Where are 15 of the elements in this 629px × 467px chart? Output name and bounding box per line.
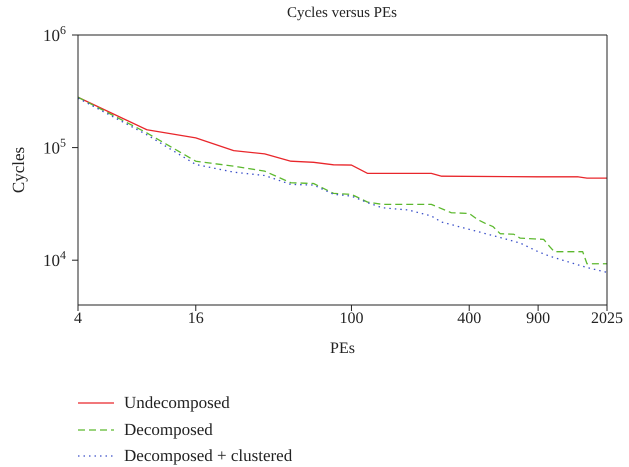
y-tick-label: 10$^{4}$ bbox=[43, 248, 66, 270]
x-tick-label: 4 bbox=[74, 310, 82, 327]
x-tick-label: 100 bbox=[339, 310, 364, 327]
y-axis-title: Cycles bbox=[9, 146, 28, 194]
legend-label: Undecomposed bbox=[124, 393, 230, 414]
y-tick-label: 10$^{5}$ bbox=[43, 136, 66, 158]
x-tick-label: 16 bbox=[188, 310, 204, 327]
chart-title: Cycles versus PEs bbox=[287, 5, 398, 21]
x-tick-label: 2025 bbox=[591, 310, 623, 327]
legend-label: Decomposed bbox=[124, 420, 213, 440]
y-tick-label: 10$^{6}$ bbox=[43, 23, 66, 45]
x-tick-label: 900 bbox=[526, 310, 550, 327]
x-axis-title: PEs bbox=[330, 340, 355, 357]
x-tick-label: 400 bbox=[457, 310, 482, 327]
legend-label: Decomposed + clustered bbox=[124, 446, 292, 466]
